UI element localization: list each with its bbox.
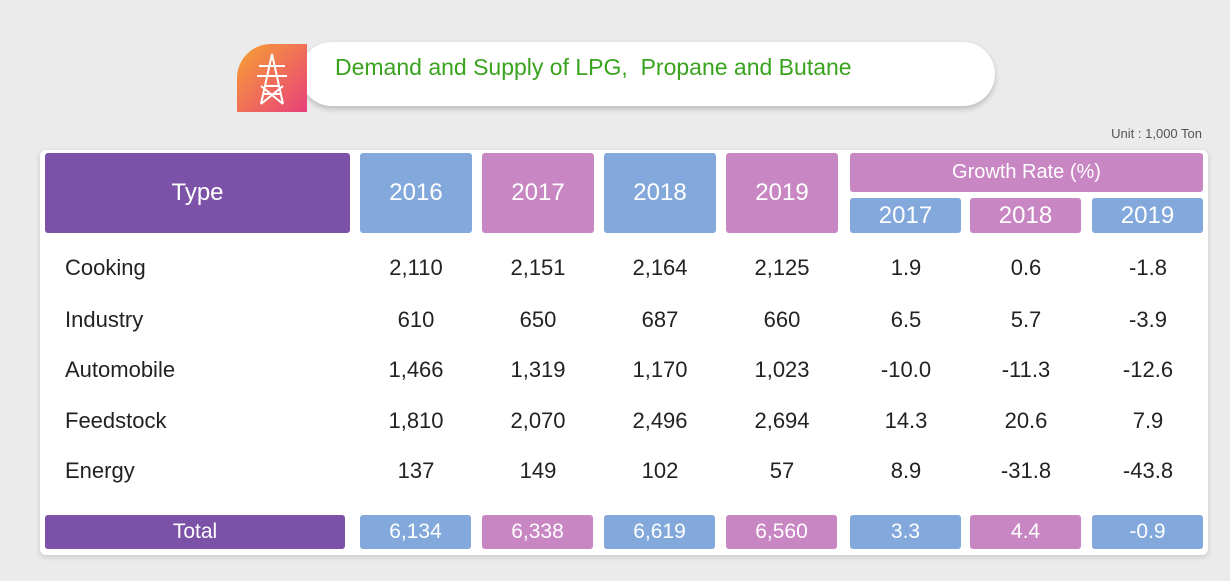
cell-value: 650 — [519, 307, 557, 332]
cell-value: -43.8 — [1122, 458, 1174, 483]
row-label: Automobile — [65, 357, 176, 382]
cell-value: 2,496 — [632, 408, 688, 433]
cell-value: 57 — [769, 458, 795, 483]
year-header: 2016 — [360, 153, 472, 233]
cell-value: 1.9 — [890, 255, 922, 280]
cell-value: 1,023 — [754, 357, 810, 382]
growth-header: Growth Rate (%) — [850, 153, 1203, 192]
cell-value: 8.9 — [890, 458, 922, 483]
cell-value: 1,319 — [510, 357, 566, 382]
cell-value: -3.9 — [1129, 307, 1167, 332]
cell-value: 2,125 — [754, 255, 810, 280]
cell-value: 5.7 — [1010, 307, 1042, 332]
cell-value: 0.6 — [1010, 255, 1042, 280]
year-header: 2017 — [482, 153, 594, 233]
cell-value: -1.8 — [1129, 255, 1167, 280]
total-value: 3.3 — [850, 515, 961, 549]
total-value: 6,338 — [482, 515, 593, 549]
cell-value: 687 — [641, 307, 679, 332]
row-label: Energy — [65, 458, 135, 483]
total-value: 6,560 — [726, 515, 837, 549]
growth-year-header: 2018 — [970, 198, 1081, 233]
cell-value: 1,466 — [388, 357, 444, 382]
total-value: 6,619 — [604, 515, 715, 549]
title: Demand and Supply of LPG, Propane and Bu… — [335, 54, 852, 80]
year-header: 2018 — [604, 153, 716, 233]
cell-value: 1,170 — [632, 357, 688, 382]
title-icon — [237, 44, 307, 112]
cell-value: 610 — [397, 307, 435, 332]
unit: Unit : 1,000 Ton — [1111, 126, 1202, 141]
growth-year-header: 2019 — [1092, 198, 1203, 233]
total-value: 6,134 — [360, 515, 471, 549]
cell-value: 1,810 — [388, 408, 444, 433]
cell-value: -11.3 — [1001, 357, 1051, 382]
cell-value: 2,070 — [510, 408, 566, 433]
row-label: Cooking — [65, 255, 146, 280]
cell-value: 2,110 — [389, 255, 443, 280]
title-pill — [300, 42, 995, 106]
year-header: 2019 — [726, 153, 838, 233]
cell-value: -31.8 — [1000, 458, 1052, 483]
cell-value: 14.3 — [884, 408, 928, 433]
cell-value: 2,164 — [632, 255, 688, 280]
cell-value: 6.5 — [890, 307, 922, 332]
cell-value: 2,694 — [754, 408, 810, 433]
tower-icon — [257, 53, 287, 105]
type-header: Type — [45, 153, 350, 233]
cell-value: 2,151 — [510, 255, 566, 280]
total-value: 4.4 — [970, 515, 1081, 549]
cell-value: 137 — [397, 458, 435, 483]
total-value: -0.9 — [1092, 515, 1203, 549]
cell-value: -12.6 — [1122, 357, 1174, 382]
cell-value: -10.0 — [880, 357, 932, 382]
row-label: Feedstock — [65, 408, 167, 433]
cell-value: 660 — [763, 307, 801, 332]
cell-value: 20.6 — [1004, 408, 1048, 433]
cell-value: 7.9 — [1132, 408, 1164, 433]
growth-year-header: 2017 — [850, 198, 961, 233]
total-label: Total — [45, 515, 345, 549]
cell-value: 149 — [519, 458, 557, 483]
cell-value: 102 — [641, 458, 679, 483]
row-label: Industry — [65, 307, 144, 332]
